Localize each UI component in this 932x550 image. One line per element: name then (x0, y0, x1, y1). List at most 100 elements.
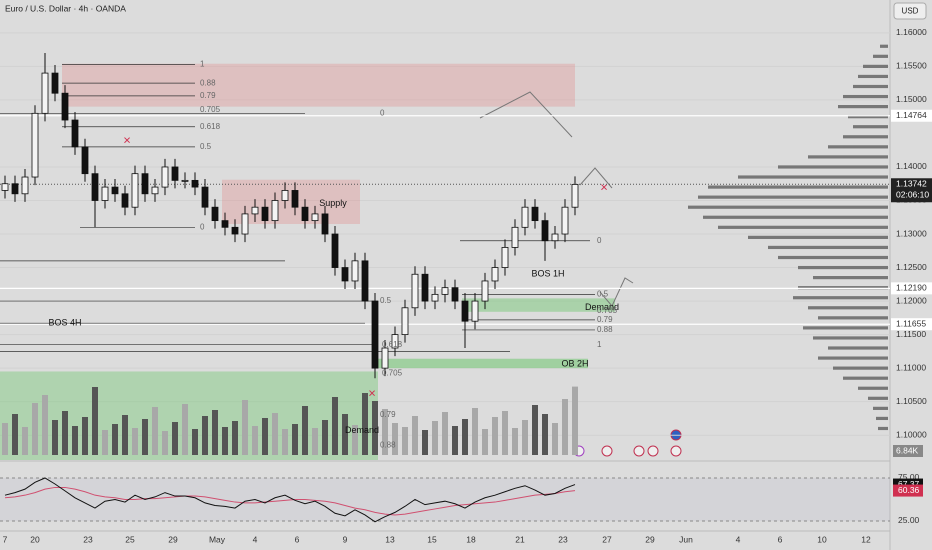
price-level-box (891, 318, 932, 331)
volume-profile-bar (828, 145, 888, 149)
volume-profile-bar (778, 165, 888, 169)
volume-bar (232, 421, 238, 455)
candle-body (411, 273, 419, 309)
fib-label: 0.618 (200, 122, 221, 131)
x-tick-label: 13 (385, 534, 395, 544)
volume-profile-bar (858, 74, 888, 79)
volume-profile-bar (738, 175, 888, 179)
rsi-value-label: 67.37 (898, 479, 920, 489)
volume-bar (372, 401, 378, 455)
volume-profile-bar (803, 326, 888, 330)
candle-body (401, 307, 409, 336)
rsi-line (4, 477, 576, 523)
candle-body (31, 112, 39, 178)
y-tick-label: 1.15000 (896, 94, 927, 104)
volume-bar (572, 386, 578, 455)
volume-profile-bar (748, 235, 888, 239)
currency-button[interactable] (893, 2, 927, 20)
volume-bar (442, 412, 448, 455)
price-level-box (891, 109, 932, 122)
fib-label: 0 (597, 236, 602, 245)
candle-body (11, 183, 19, 195)
annotation: Supply (319, 198, 347, 208)
price-level-label: 1.12190 (896, 283, 927, 293)
candle-body (551, 233, 559, 242)
volume-bar (32, 403, 38, 455)
rsi-ma-line (4, 486, 576, 516)
volume-bar (192, 429, 198, 455)
volume-bar (402, 427, 408, 455)
volume-bar (152, 407, 158, 455)
annotation: BOS 1H (531, 269, 564, 279)
zone (378, 358, 588, 369)
fib-label: 0.705 (200, 105, 221, 114)
volume-bar (252, 426, 258, 455)
volume-bar (562, 399, 568, 455)
fib-label: 0.79 (200, 91, 216, 100)
candle-body (201, 186, 209, 208)
volume-profile-bar (698, 195, 888, 199)
volume-profile-bar (843, 376, 888, 380)
volume-profile-bar (708, 185, 888, 189)
volume-bar (112, 424, 118, 455)
volume-bar (212, 410, 218, 455)
volume-profile-bar (818, 316, 888, 320)
volume-bar (62, 411, 68, 455)
volume-profile-bar (853, 84, 888, 89)
volume-profile-bar (718, 225, 888, 229)
x-tick-label: 4 (253, 534, 258, 544)
fib-label: 0 (200, 222, 205, 231)
volume-bar (432, 421, 438, 455)
candle-body (101, 186, 109, 201)
volume-bar (532, 405, 538, 455)
candle-body (61, 92, 69, 121)
volume-bar (472, 408, 478, 455)
candle-body (91, 173, 99, 201)
volume-profile-bar (843, 135, 888, 139)
y-tick-label: 1.14000 (896, 161, 927, 171)
last-price-box (891, 178, 932, 203)
x-marker: × (600, 179, 608, 194)
volume-bar (52, 420, 58, 455)
y-tick-label: 1.11000 (896, 362, 926, 372)
x-tick-label: 23 (558, 534, 568, 544)
volume-profile-bar (873, 406, 888, 410)
fib-label: 0 (380, 108, 385, 117)
candle-body (331, 233, 339, 268)
volume-profile-bar (703, 215, 888, 219)
candle-body (421, 273, 429, 302)
volume-bar (172, 422, 178, 455)
fib-label: 1 (597, 340, 602, 349)
volume-bar (482, 429, 488, 455)
candle-body (41, 72, 49, 114)
volume-bar (202, 416, 208, 455)
annotation: BOS 4H (48, 318, 81, 328)
candle-body (531, 206, 539, 222)
volume-profile-bar (808, 155, 888, 159)
volume-profile-bar (798, 265, 888, 270)
volume-bar (312, 428, 318, 455)
candle-body (251, 206, 259, 215)
volume-bar (22, 427, 28, 455)
x-tick-label: 25 (125, 534, 135, 544)
y-tick-label: 1.10000 (896, 429, 927, 439)
price-level-label: 1.11655 (896, 318, 926, 328)
x-tick-label: 10 (817, 534, 827, 544)
candle-body (341, 267, 349, 282)
fib-label: 0.705 (597, 306, 618, 315)
rsi-tick-label: 75.00 (898, 472, 920, 482)
volume-bar (452, 426, 458, 455)
volume-bar (72, 426, 78, 455)
fib-label: 0.5 (380, 296, 392, 305)
candle-body (371, 300, 379, 369)
annotation: Demand (585, 302, 619, 312)
volume-profile-bar (858, 386, 888, 390)
candle-body (361, 260, 369, 302)
volume-profile-bar (868, 396, 888, 400)
x-tick-label: 20 (30, 534, 40, 544)
volume-profile-bar (798, 286, 888, 290)
x-tick-label: 6 (295, 534, 300, 544)
y-tick-label: 1.12500 (896, 262, 927, 272)
